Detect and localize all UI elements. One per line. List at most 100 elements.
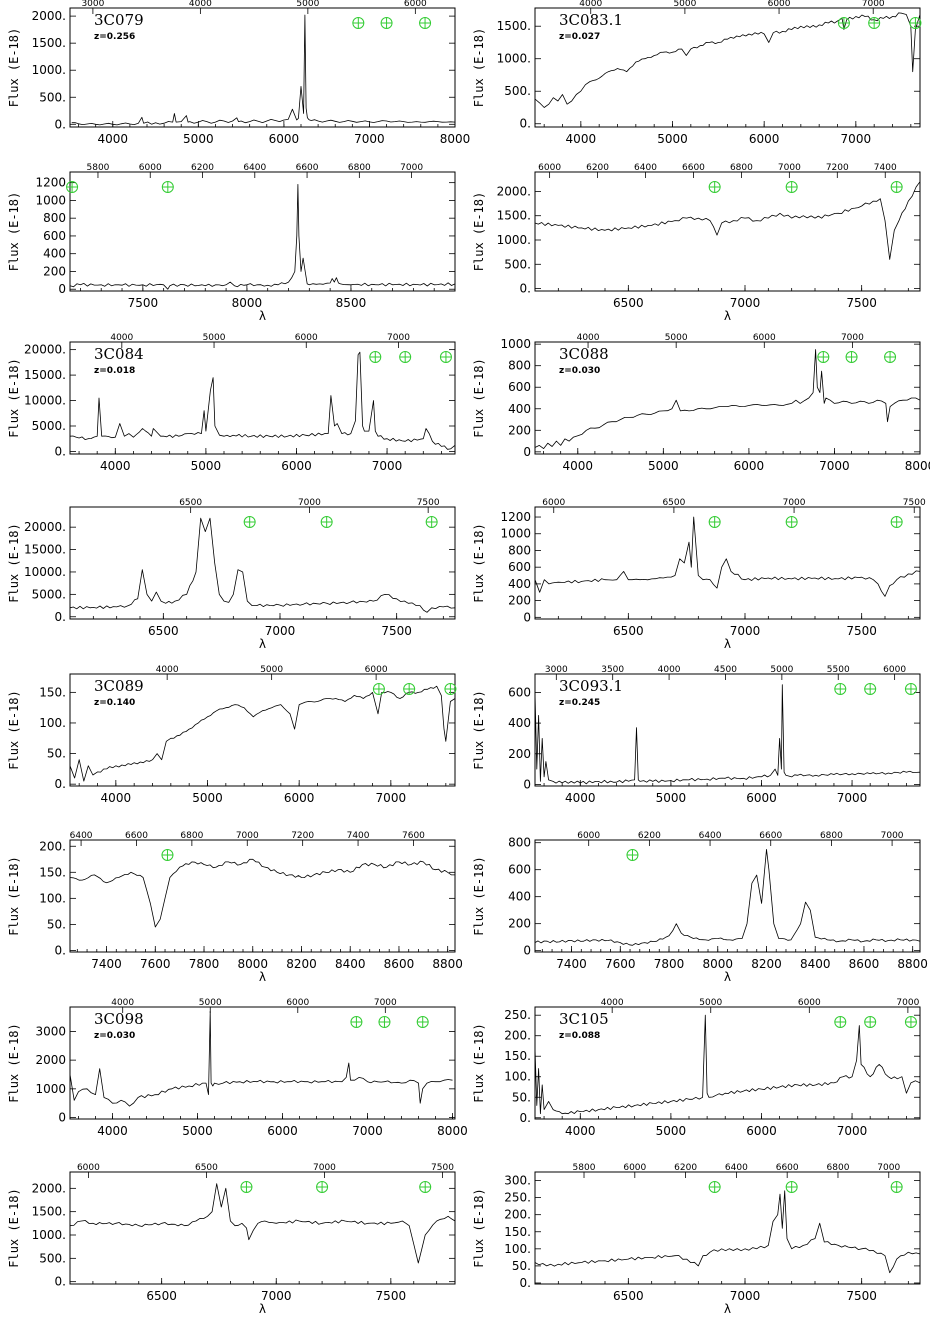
y-axis-label: Flux (E-18)	[7, 192, 21, 271]
top-tick-label: 6800	[730, 163, 753, 173]
spectrum-panel-8: 6500 7000 7500 6000 6500 7000 7500 0 200 400 600 80…	[472, 498, 926, 651]
y-tick-label: 0	[523, 610, 531, 624]
y-tick-label: 0.	[520, 1276, 531, 1290]
top-tick-label: 7000	[783, 498, 806, 508]
x-axis-label: λ	[259, 309, 266, 323]
x-tick-label: 6000	[284, 791, 315, 805]
telluric-markers	[708, 181, 903, 193]
x-tick-label: 8000	[232, 296, 263, 310]
telluric-icon	[378, 1016, 391, 1028]
x-tick-label: 8400	[800, 957, 831, 971]
top-tick-label: 6000	[404, 0, 427, 9]
redshift-label: z=0.088	[559, 1031, 600, 1041]
y-tick-label: 150.	[39, 685, 66, 699]
plot-frame	[69, 506, 456, 620]
x-axis-label: λ	[724, 970, 731, 984]
spectrum-line	[69, 1183, 456, 1264]
telluric-icon	[817, 351, 830, 363]
top-tick-label: 5500	[827, 665, 850, 675]
y-tick-label: 150.	[504, 1225, 531, 1239]
y-tick-label: 2000	[35, 1053, 66, 1067]
y-tick-label: 250.	[504, 1191, 531, 1205]
x-axis-label: λ	[724, 637, 731, 651]
y-tick-label: 500.	[504, 257, 531, 271]
x-tick-label: 7000	[730, 1289, 761, 1303]
x-tick-label: 8600	[384, 957, 415, 971]
x-tick-label: 7500	[381, 624, 412, 638]
x-tick-label: 6000	[281, 459, 312, 473]
y-tick-label: 200.	[504, 1208, 531, 1222]
y-tick-label: 50.	[47, 747, 66, 761]
plot-frame	[534, 839, 921, 953]
top-tick-label: 7000	[881, 831, 904, 841]
x-tick-label: 6000	[267, 1124, 298, 1138]
x-tick-label: 8000	[702, 957, 733, 971]
y-tick-label: 800	[508, 836, 531, 850]
top-tick-label: 6000	[139, 163, 162, 173]
top-tick-label: 7200	[826, 163, 849, 173]
telluric-icon	[884, 351, 897, 363]
y-tick-label: 10000.	[24, 394, 66, 408]
telluric-icon	[416, 1016, 429, 1028]
y-tick-label: 200.	[504, 1029, 531, 1043]
y-tick-label: 1000.	[32, 1228, 66, 1242]
top-tick-label: 6000	[768, 0, 791, 9]
y-tick-label: 1000	[500, 527, 531, 541]
telluric-icon	[904, 1016, 917, 1028]
plot-frame	[69, 171, 456, 292]
telluric-markers	[834, 1016, 917, 1028]
y-tick-label: 400	[508, 716, 531, 730]
y-tick-label: 3000	[35, 1024, 66, 1038]
spectrum-line	[69, 351, 456, 450]
top-tick-label: 5000	[699, 998, 722, 1008]
spectrum-line	[69, 858, 456, 928]
top-tick-label: 6000	[365, 665, 388, 675]
top-tick-label: 7500	[431, 1163, 454, 1173]
y-tick-label: 500.	[39, 1251, 66, 1265]
top-tick-label: 7000	[778, 163, 801, 173]
top-tick-label: 5000	[673, 0, 696, 9]
x-tick-label: 5000	[656, 1124, 687, 1138]
y-tick-label: 0	[523, 445, 531, 459]
y-tick-label: 15000.	[24, 543, 66, 557]
top-tick-label: 6000	[542, 498, 565, 508]
redshift-label: z=0.256	[94, 32, 135, 42]
x-tick-label: 7000	[837, 1124, 868, 1138]
y-tick-label: 0.	[55, 610, 66, 624]
top-tick-label: 4000	[189, 0, 212, 9]
top-tick-label: 6500	[179, 498, 202, 508]
x-tick-label: 5000	[182, 1124, 213, 1138]
telluric-icon	[419, 17, 432, 29]
top-tick-label: 4000	[156, 665, 179, 675]
y-tick-label: 20000.	[24, 520, 66, 534]
telluric-markers	[834, 683, 917, 695]
telluric-markers	[708, 516, 903, 528]
top-tick-label: 6800	[827, 1163, 850, 1173]
top-tick-label: 6800	[820, 831, 843, 841]
y-tick-label: 1500.	[32, 1205, 66, 1219]
telluric-icon	[909, 17, 922, 29]
redshift-label: z=0.030	[559, 366, 600, 376]
y-tick-label: 0	[523, 944, 531, 958]
y-tick-label: 0.	[520, 1111, 531, 1125]
x-axis-label: λ	[724, 309, 731, 323]
x-tick-label: 5000	[183, 132, 214, 146]
y-tick-label: 2000.	[32, 9, 66, 23]
x-tick-label: 7600	[140, 957, 171, 971]
top-tick-label: 3500	[601, 665, 624, 675]
top-tick-label: 6200	[674, 1163, 697, 1173]
top-tick-label: 7000	[387, 333, 410, 343]
spectrum-panel-6: 4000 5000 6000 7000 8000 4000 5000 6000 7000 0 200…	[472, 333, 930, 473]
spectrum-panel-7: 6500 7000 7500 6500 7000 7500 0. 5000. 10000. 150…	[7, 498, 456, 651]
x-tick-label: 6500	[146, 1289, 177, 1303]
y-tick-label: 200	[508, 747, 531, 761]
x-tick-label: 7000	[265, 624, 296, 638]
y-tick-label: 200	[43, 264, 66, 278]
telluric-markers	[837, 17, 922, 29]
top-tick-label: 7000	[374, 998, 397, 1008]
x-tick-label: 8500	[336, 296, 367, 310]
plot-frame	[534, 171, 921, 292]
x-tick-label: 6000	[746, 791, 777, 805]
telluric-icon	[864, 1016, 877, 1028]
x-tick-label: 7500	[128, 296, 159, 310]
